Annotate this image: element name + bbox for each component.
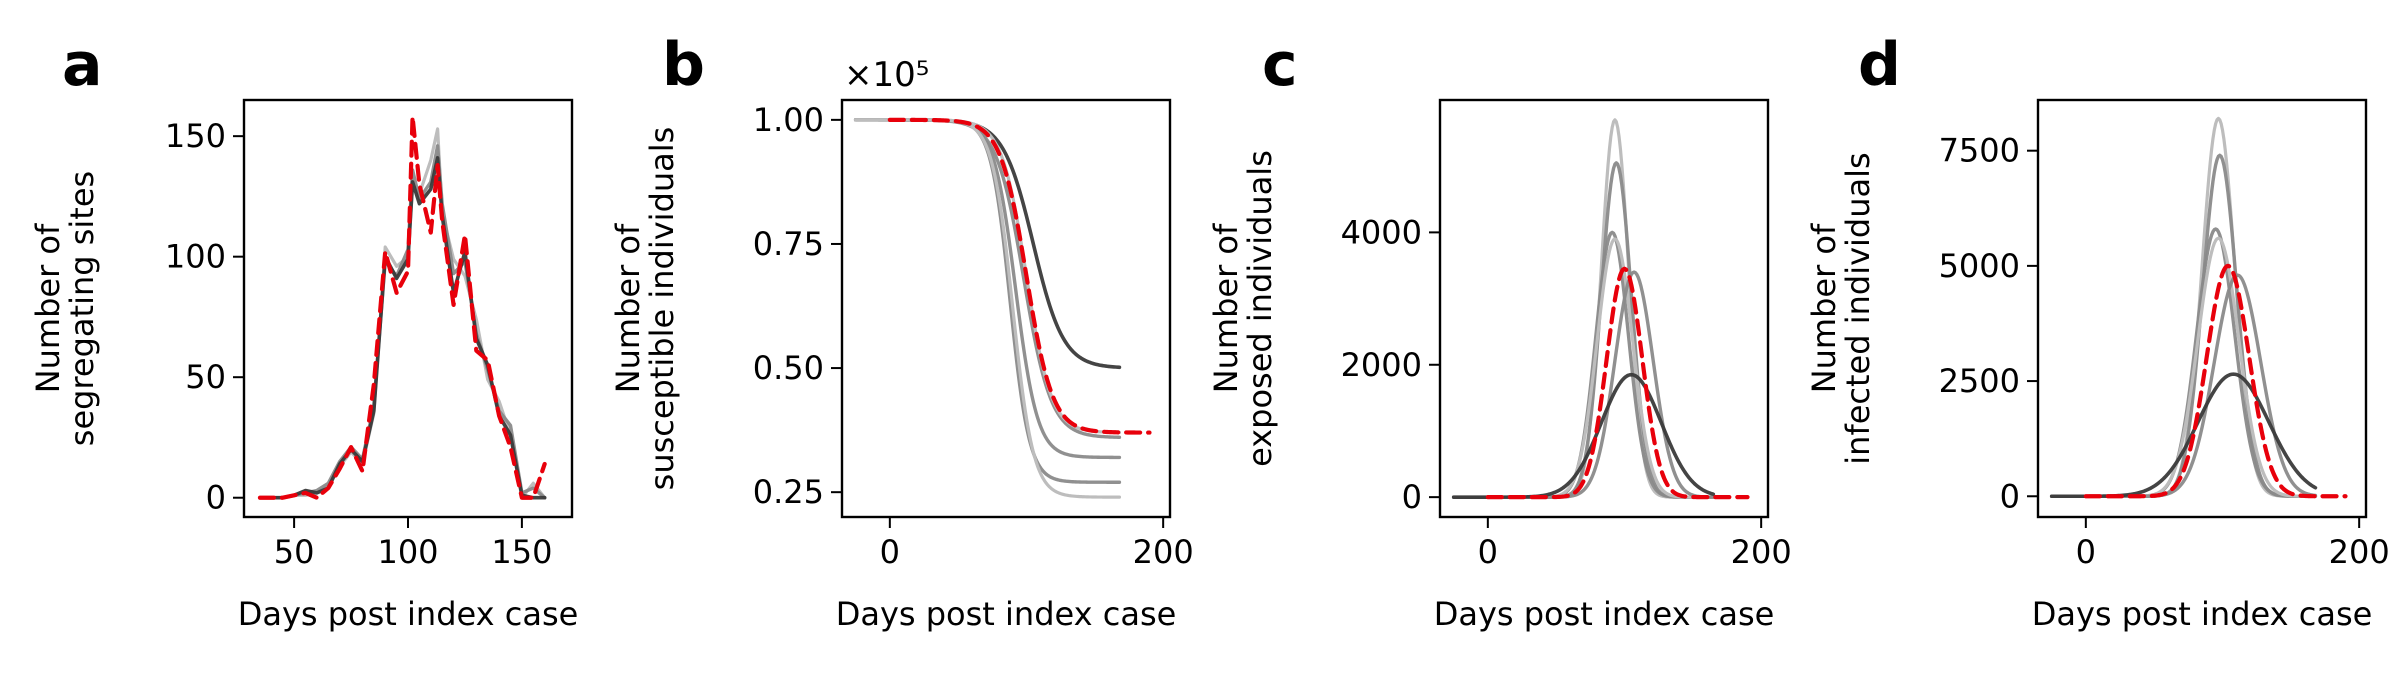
x-tick-label: 200	[1731, 533, 1792, 571]
panel-letter: c	[1262, 30, 1298, 100]
y-tick-label: 50	[185, 358, 226, 396]
y-tick-label: 0.75	[753, 225, 824, 263]
y-tick-label: 0.50	[753, 349, 824, 387]
y-axis-label: Number ofsusceptible individuals	[609, 127, 681, 491]
panel-a: 50 100 150 0 50 100 150 Days post index case Num…	[29, 30, 578, 633]
y-tick-label: 2000	[1341, 346, 1422, 384]
y-axis-label: Number ofinfected individuals	[1805, 152, 1877, 464]
y-tick-label: 4000	[1341, 213, 1422, 251]
axes-frame	[2036, 98, 2368, 519]
observed-series-line	[1485, 266, 1750, 500]
ensemble-series-line-2	[258, 156, 547, 500]
axes-frame	[242, 98, 574, 519]
x-tick-label: 200	[1133, 533, 1194, 571]
observed-series-line	[2083, 263, 2348, 499]
panel-b: 0 200 0.25 0.50 0.75 1.00 Days post index case…	[609, 30, 1194, 633]
axes-frame	[840, 98, 1172, 519]
x-tick-label: 200	[2329, 533, 2390, 571]
y-tick-label: 0	[206, 479, 226, 517]
series-group	[257, 114, 547, 500]
panel-letter: a	[62, 30, 103, 100]
y-axis-label: Number ofexposed individuals	[1207, 150, 1279, 467]
ensemble-series-line-2	[1451, 230, 1716, 499]
axes-frame	[1438, 98, 1770, 519]
x-tick-label: 150	[491, 533, 552, 571]
ensemble-series-line-1	[258, 144, 547, 500]
ensemble-series-line-5	[854, 118, 1122, 435]
ensemble-series-line-1	[853, 118, 1122, 439]
observed-series-line	[257, 114, 547, 500]
x-tick-label: 0	[2076, 533, 2096, 571]
panel-letter: b	[662, 30, 705, 100]
x-tick-label: 0	[880, 533, 900, 571]
panel-letter: d	[1858, 30, 1901, 100]
y-tick-label: 2500	[1939, 362, 2020, 400]
x-tick-label: 0	[1478, 533, 1498, 571]
y-tick-label: 0	[1402, 478, 1422, 516]
x-axis-label: Days post index case	[836, 595, 1177, 633]
y-tick-label: 0.25	[753, 473, 824, 511]
series-group	[2049, 116, 2348, 499]
y-scale-multiplier: ×10⁵	[844, 55, 929, 95]
y-tick-label: 7500	[1939, 132, 2020, 170]
y-tick-label: 5000	[1939, 247, 2020, 285]
x-axis-label: Days post index case	[1434, 595, 1775, 633]
y-tick-label: 1.00	[753, 101, 824, 139]
ensemble-series-line-0	[258, 127, 547, 500]
y-axis-label: Number ofsegregating sites	[29, 171, 101, 446]
panel-d: 0 200 0 2500 5000 7500 Days post index case Num…	[1805, 30, 2390, 633]
y-tick-label: 150	[165, 117, 226, 155]
x-tick-label: 100	[377, 533, 438, 571]
ensemble-series-line-4	[854, 118, 1122, 499]
x-axis-label: Days post index case	[238, 595, 579, 633]
ensemble-series-line-2	[853, 118, 1122, 460]
x-tick-label: 50	[274, 533, 315, 571]
x-axis-label: Days post index case	[2032, 595, 2373, 633]
observed-series-line	[887, 117, 1152, 435]
y-tick-label: 100	[165, 238, 226, 276]
y-tick-label: 0	[2000, 477, 2020, 515]
series-group	[853, 117, 1152, 499]
series-group	[1451, 118, 1750, 500]
